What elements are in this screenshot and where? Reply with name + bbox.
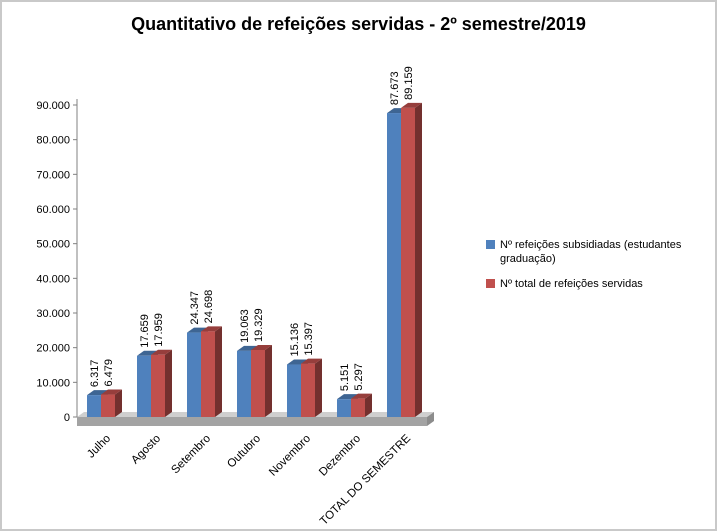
bar-blue <box>337 399 351 417</box>
x-category-label: Dezembro <box>317 433 363 479</box>
y-tick-label: 50.000 <box>36 239 70 251</box>
y-tick-label: 80.000 <box>36 135 70 147</box>
data-label: 17.959 <box>153 313 165 347</box>
bar-blue <box>287 364 301 417</box>
bar-top-red <box>401 102 422 108</box>
bar-side-red <box>115 389 122 417</box>
bar-red <box>101 394 115 417</box>
data-label: 6.479 <box>103 359 115 387</box>
data-label: 5.297 <box>353 363 365 391</box>
bar-side-red <box>265 344 272 417</box>
data-label: 24.347 <box>189 291 201 325</box>
x-category-label: Outubro <box>225 433 263 471</box>
data-label: 15.136 <box>289 323 301 357</box>
y-tick-label: 30.000 <box>36 308 70 320</box>
y-tick-label: 70.000 <box>36 169 70 181</box>
data-label: 24.698 <box>203 290 215 324</box>
bar-red <box>301 363 315 417</box>
x-category-label: Novembro <box>267 433 313 479</box>
bar-blue <box>187 332 201 417</box>
bar-blue <box>137 355 151 417</box>
bar-top-red <box>151 349 172 355</box>
chart-title: Quantitativo de refeições servidas - 2º … <box>131 14 586 34</box>
bar-top-red <box>351 393 372 399</box>
data-label: 89.159 <box>403 66 415 100</box>
bar-red <box>351 398 365 417</box>
y-tick-label: 0 <box>64 412 70 424</box>
x-category-label: Julho <box>85 433 113 461</box>
data-label: 15.397 <box>303 322 315 356</box>
y-tick-label: 40.000 <box>36 273 70 285</box>
bar-red <box>251 349 265 417</box>
bar-top-red <box>101 389 122 395</box>
legend-label-total: Nº total de refeições servidas <box>500 277 643 290</box>
bar-side-red <box>315 358 322 417</box>
legend-item-total: Nº total de refeições servidas <box>486 277 712 291</box>
y-tick-label: 10.000 <box>36 377 70 389</box>
data-label: 5.151 <box>339 364 351 392</box>
bar-blue <box>387 113 401 418</box>
bar-blue <box>87 395 101 417</box>
bar-top-red <box>301 358 322 364</box>
data-label: 19.329 <box>253 308 265 342</box>
bar-red <box>401 107 415 417</box>
bar-side-red <box>165 349 172 417</box>
y-tick-label: 20.000 <box>36 343 70 355</box>
x-category-label: TOTAL DO SEMESTRE <box>318 432 413 527</box>
legend: Nº refeições subsidiadas (estudantes gra… <box>486 238 712 291</box>
bar-side-red <box>215 326 222 417</box>
x-category-label: Setembro <box>169 433 213 477</box>
data-label: 6.317 <box>89 360 101 388</box>
legend-swatch-blue <box>486 240 495 249</box>
y-tick-label: 90.000 <box>36 100 70 112</box>
floor-front <box>77 417 427 426</box>
legend-swatch-red <box>486 278 495 288</box>
data-label: 19.063 <box>239 309 251 343</box>
data-label: 17.659 <box>139 314 151 348</box>
legend-item-subsidiadas: Nº refeições subsidiadas (estudantes gra… <box>486 238 712 267</box>
floor-side <box>427 412 434 426</box>
y-tick-label: 60.000 <box>36 204 70 216</box>
bar-red <box>151 354 165 417</box>
bar-red <box>201 331 215 417</box>
bar-blue <box>237 350 251 417</box>
bar-top-red <box>201 326 222 332</box>
bar-top-red <box>251 344 272 350</box>
bar-side-red <box>365 393 372 417</box>
bar-side-red <box>415 102 422 417</box>
legend-label-subsidiadas: Nº refeições subsidiadas (estudantes gra… <box>500 239 682 266</box>
x-category-label: Agosto <box>129 433 163 467</box>
data-label: 87.673 <box>389 71 401 105</box>
